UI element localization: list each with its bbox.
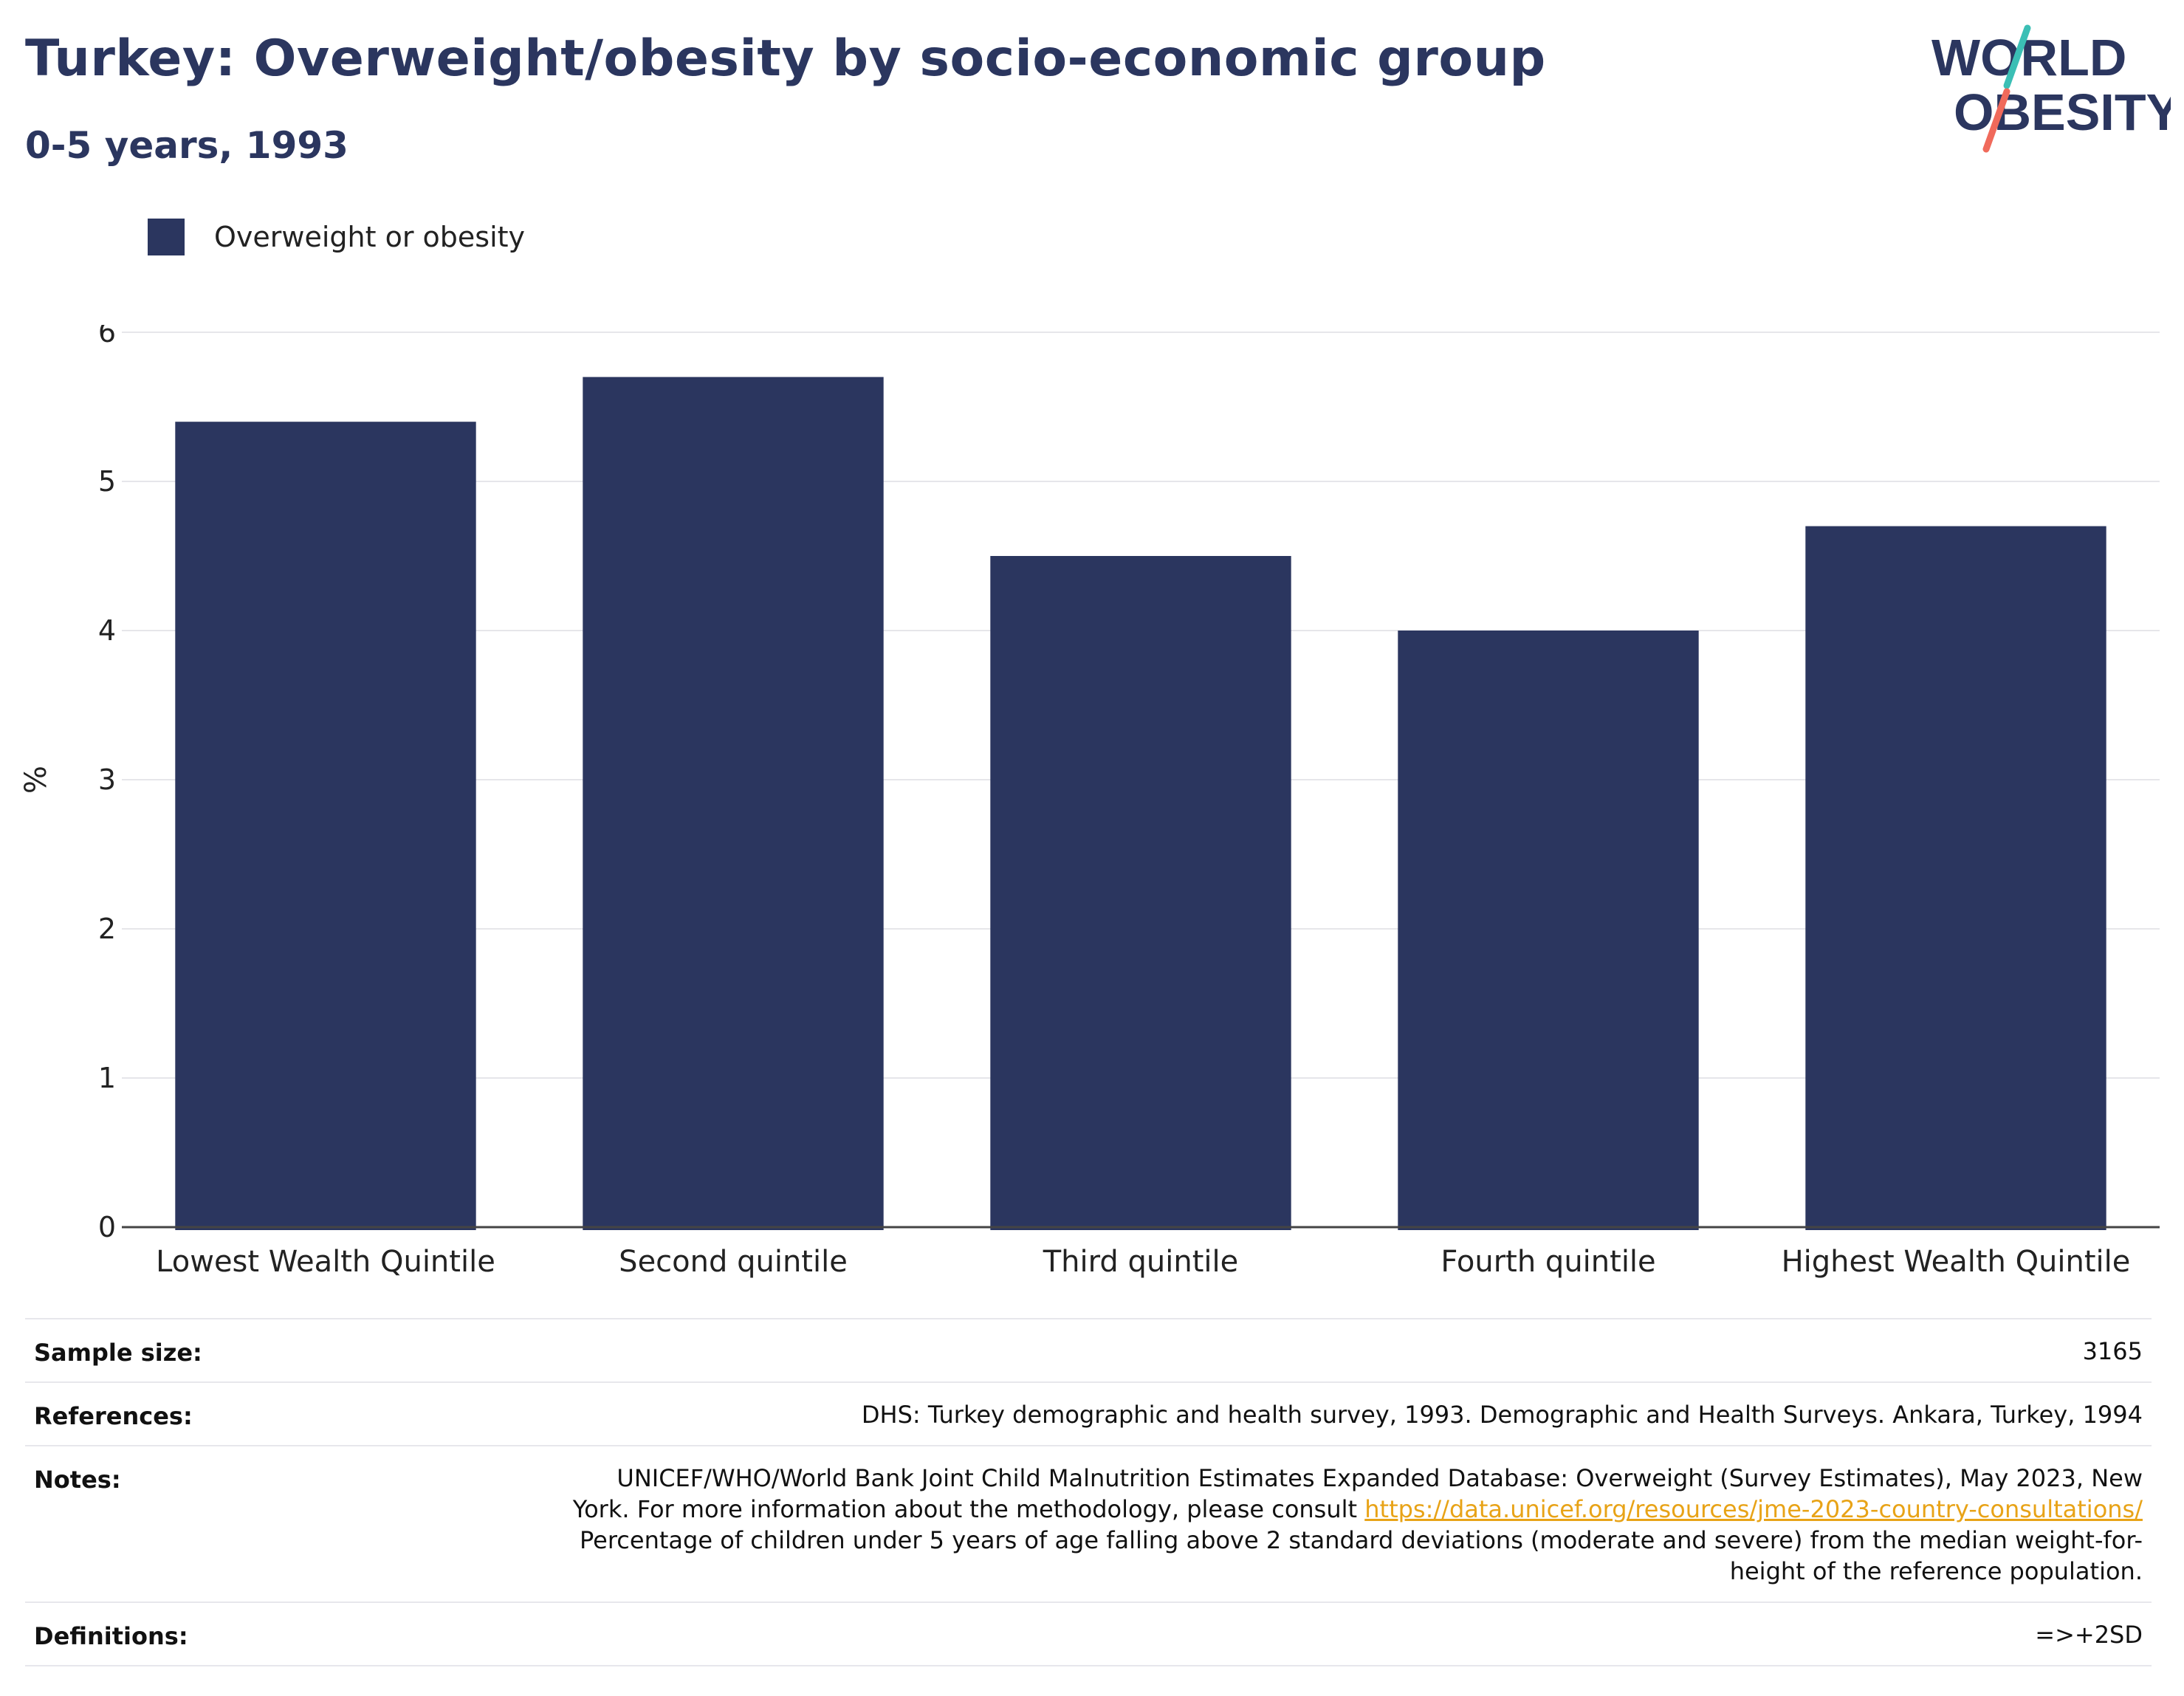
y-tick-label: 3: [98, 763, 116, 796]
bar[interactable]: [1805, 526, 2106, 1230]
x-tick-label: Highest Wealth Quintile: [1782, 1245, 2131, 1279]
legend-label: Overweight or obesity: [214, 221, 526, 253]
y-tick-label: 1: [98, 1062, 116, 1094]
y-tick-label: 5: [98, 465, 116, 498]
logo-text-obesity: OBESITY: [1954, 83, 2171, 141]
methodology-link[interactable]: https://data.unicef.org/resources/jme-20…: [1364, 1495, 2143, 1523]
bar[interactable]: [583, 377, 884, 1231]
notes-line-3: Percentage of children under 5 years of …: [580, 1526, 2143, 1554]
notes-line-1: UNICEF/WHO/World Bank Joint Child Malnut…: [617, 1464, 2143, 1492]
bar[interactable]: [990, 556, 1291, 1230]
info-row-sample-size: Sample size: 3165: [25, 1319, 2152, 1382]
x-axis-ticks: Lowest Wealth Quintile Second quintile Thi…: [156, 1245, 2130, 1279]
sample-size-value: 3165: [2082, 1337, 2143, 1365]
info-row-definitions: Definitions: =>+2SD: [25, 1602, 2152, 1666]
y-tick-label: 6: [98, 325, 116, 349]
notes-label: Notes:: [34, 1466, 121, 1494]
references-label: References:: [34, 1402, 193, 1430]
x-tick-label: Fourth quintile: [1440, 1245, 1655, 1279]
definitions-value: =>+2SD: [2035, 1621, 2143, 1649]
bar[interactable]: [1398, 631, 1699, 1230]
logo-text-world: WORLD: [1931, 29, 2126, 86]
logo-slash-teal: [2003, 24, 2031, 89]
page-title: Turkey: Overweight/obesity by socio-econ…: [25, 30, 1546, 88]
y-tick-label: 2: [98, 913, 116, 945]
page-subtitle: 0-5 years, 1993: [25, 124, 348, 167]
notes-line-2-prefix: York. For more information about the met…: [572, 1495, 1365, 1523]
y-axis-label: %: [19, 766, 53, 794]
definitions-label: Definitions:: [34, 1622, 188, 1650]
bar[interactable]: [175, 422, 476, 1231]
chart-bars: [175, 377, 2106, 1231]
legend-swatch: [148, 219, 185, 255]
info-row-references: References: DHS: Turkey demographic and …: [25, 1382, 2152, 1446]
x-tick-label: Third quintile: [1043, 1245, 1238, 1279]
logo-slash-coral: [1982, 88, 2010, 153]
info-row-notes: Notes: UNICEF/WHO/World Bank Joint Child…: [25, 1446, 2152, 1602]
notes-line-4: height of the reference population.: [1729, 1557, 2143, 1585]
info-table: Sample size: 3165 References: DHS: Turke…: [25, 1318, 2152, 1666]
x-tick-label: Lowest Wealth Quintile: [156, 1245, 495, 1279]
y-tick-label: 0: [98, 1211, 116, 1243]
bar-chart: 0 1 2 3 4 5 6 Lowest Wealth Quintile Second qui…: [19, 325, 2160, 1279]
notes-value: UNICEF/WHO/World Bank Joint Child Malnut…: [338, 1446, 2152, 1602]
chart-legend[interactable]: Overweight or obesity: [148, 219, 525, 255]
references-value: DHS: Turkey demographic and health surve…: [861, 1401, 2143, 1429]
y-tick-label: 4: [98, 614, 116, 647]
sample-size-label: Sample size:: [34, 1339, 202, 1367]
y-axis-ticks: 0 1 2 3 4 5 6: [98, 325, 116, 1243]
world-obesity-logo[interactable]: WORLD OBESITY: [1920, 22, 2171, 155]
x-tick-label: Second quintile: [619, 1245, 848, 1279]
